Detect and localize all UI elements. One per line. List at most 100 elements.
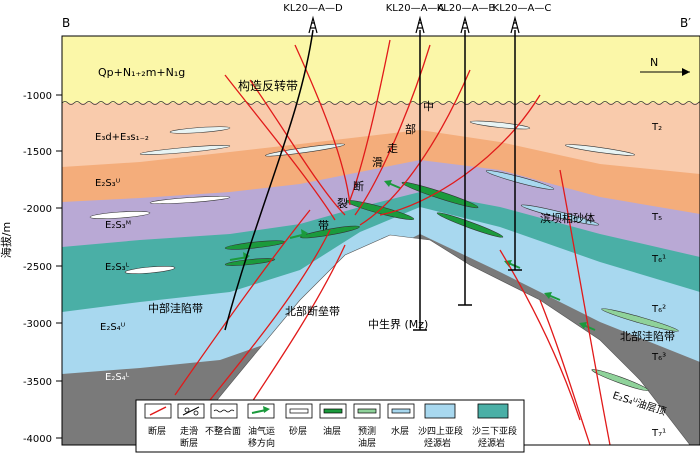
well-labels: KL20—A—D KL20—A—A KL20—A—B KL20—A—C — [283, 3, 551, 14]
fault-line — [539, 299, 591, 446]
layer-s3l — [62, 190, 700, 312]
legend-fault-icon — [149, 406, 167, 416]
derrick-icon — [460, 15, 470, 34]
layer-ed — [62, 103, 700, 174]
legend-label: 油层 — [323, 425, 341, 437]
y-tick-label: -2000 — [23, 204, 52, 215]
well-label: KL20—A—A — [386, 3, 445, 14]
fault-line — [559, 169, 611, 446]
well-label: KL20—A—C — [493, 3, 552, 14]
water-lens — [485, 170, 555, 190]
legend-label: 沙三下亚段 — [472, 425, 517, 437]
sand-lens — [89, 211, 151, 219]
fault-line — [349, 39, 391, 201]
y-tick-label: -1000 — [23, 91, 52, 102]
layer-quaternary — [62, 36, 700, 103]
stratum-label: T₆² — [651, 304, 666, 315]
sand-lenses — [89, 120, 679, 391]
legend-label: 油气运 — [248, 425, 275, 437]
legend-sand-icon — [289, 408, 309, 414]
oil-lens — [436, 212, 504, 238]
label-central-fault-5: 断 — [353, 179, 364, 193]
legend-label: 水层 — [391, 425, 409, 437]
y-axis-title: 海拔/m — [0, 222, 13, 258]
water-lens — [520, 204, 600, 226]
stratum-label: E₂S₃ᵁ — [95, 178, 121, 189]
y-axis-labels: -1000 -1500 -2000 -2500 -3000 -3500 -400… — [23, 91, 52, 445]
fault-line — [294, 44, 351, 206]
sand-lens — [124, 266, 176, 274]
oil-lens — [300, 225, 360, 239]
label-barrier-sand: 滨坝相砂体 — [540, 211, 595, 225]
strata-labels-left: Qp+N₁₊₂m+N₁g E₃d+E₃s₁₋₂ E₂S₃ᵁ E₂S₃ᴹ E₂S₃… — [95, 66, 185, 383]
derrick-icon — [415, 15, 425, 34]
svg-text:N: N — [650, 56, 658, 69]
predicted-oil-lens — [591, 369, 649, 391]
stratum-label: E₂S₃ᴸ — [105, 262, 130, 273]
stratum-label: E₂S₄ᵁ — [100, 322, 126, 333]
legend-label: 不整合面 — [205, 425, 241, 437]
legend-label: 移方向 — [248, 437, 275, 449]
label-central-fault-7: 带 — [318, 219, 329, 232]
y-tick-label: -4000 — [23, 434, 52, 445]
y-tick-label: -2500 — [23, 262, 52, 273]
legend-oil-icon — [323, 408, 343, 414]
stratum-label: T₆³ — [651, 352, 666, 363]
oil-lens — [224, 258, 276, 266]
label-central-fault-2: 部 — [405, 122, 416, 136]
stratum-label: E₂S₃ᴹ — [105, 220, 131, 231]
derrick-icon — [510, 15, 520, 34]
sand-lens — [169, 126, 231, 134]
derrick-icon — [308, 15, 318, 34]
stratum-label: T₇¹ — [651, 428, 666, 439]
migration-arrow-head — [579, 322, 587, 329]
north-arrow: N — [640, 56, 690, 76]
legend: 断层 走滑 断层 不整合面 油气运 移方向 砂层 油层 预测 油层 — [135, 399, 525, 453]
legend-water-icon — [391, 408, 411, 414]
faults — [174, 39, 611, 446]
legend-predicted-oil-icon — [357, 408, 377, 414]
oil-lens — [401, 181, 479, 209]
annotations: 构造反转带 中 部 走 滑 断 裂 带 滨坝相砂体 北部洼陷带 中部洼陷带 北部… — [148, 78, 675, 418]
legend-label: 油层 — [358, 437, 376, 449]
layer-s4u — [62, 205, 700, 374]
borehole-kl20-a-d — [224, 29, 314, 331]
legend-label: 走滑 — [180, 426, 198, 437]
fault-line — [209, 229, 331, 401]
fault-line — [224, 74, 336, 221]
well-label: KL20—A—D — [283, 3, 343, 14]
legend-s4u-swatch — [424, 403, 456, 419]
sand-lens — [139, 145, 231, 155]
legend-label: 断层 — [180, 437, 198, 449]
stratum-label: Qp+N₁₊₂m+N₁g — [98, 66, 185, 79]
legend-unconformity-icon — [213, 409, 235, 413]
legend-label: 沙四上亚段 — [418, 425, 463, 437]
fault-line — [379, 94, 541, 216]
sand-lens — [265, 143, 345, 157]
label-central-fault-4: 滑 — [372, 156, 383, 169]
mesozoic-basement — [179, 234, 691, 446]
fault-line — [174, 209, 311, 396]
unconformity-line — [61, 101, 700, 105]
legend-strike-slip-icon — [182, 406, 200, 416]
label-central-fault-6: 裂 — [337, 197, 348, 210]
fault-line — [359, 69, 471, 226]
label-mesozoic: 中生界 (Mz) — [368, 317, 428, 331]
y-axis-ticks — [56, 94, 62, 439]
migration-arrow-head — [301, 229, 308, 237]
fault-line — [239, 244, 346, 421]
strata-fills — [61, 36, 700, 446]
wells — [224, 15, 522, 331]
strata-labels-right: T₂ T₅ T₆¹ T₆² T₆³ T₇¹ — [651, 122, 666, 439]
sand-lens — [149, 195, 231, 205]
fault-line — [499, 249, 581, 421]
legend-label: 烃源岩 — [478, 437, 505, 449]
stratum-label: T₂ — [651, 122, 662, 133]
y-tick-label: -3000 — [23, 319, 52, 330]
migration-arrow-head — [544, 292, 552, 299]
y-tick-label: -1500 — [23, 147, 52, 158]
stratum-label: E₃d+E₃s₁₋₂ — [95, 132, 149, 143]
fault-line — [354, 44, 431, 216]
legend-label: 预测 — [358, 426, 376, 437]
